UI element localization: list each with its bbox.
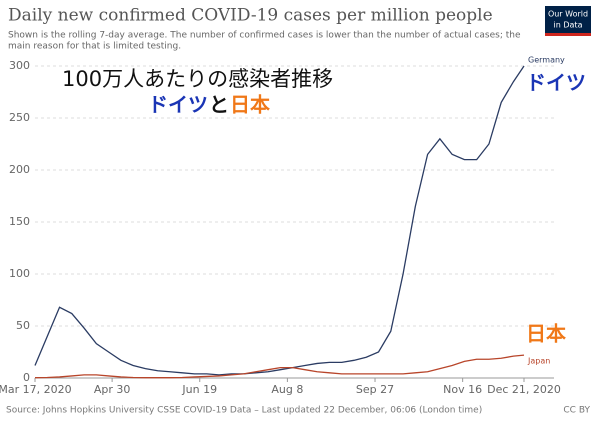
x-tick-label: Sep 27 (356, 383, 394, 396)
series-label: Germany (528, 56, 565, 65)
subtitle: Shown is the rolling 7-day average. The … (8, 31, 521, 41)
x-tick-label: Mar 17, 2020 (0, 383, 72, 396)
y-tick-label: 250 (9, 111, 30, 124)
annotation-subtitle: ドイツ (148, 93, 208, 117)
subtitle: main reason for that is limited testing. (8, 42, 181, 52)
series-label: Japan (527, 357, 550, 366)
annotation-title: 100万人あたりの感染者推移 (62, 67, 333, 91)
y-tick-label: 100 (9, 267, 30, 280)
x-tick-label: Nov 16 (443, 383, 482, 396)
y-tick-label: 0 (23, 371, 30, 384)
x-tick-label: Dec 21, 2020 (487, 383, 561, 396)
logo-box (545, 6, 591, 36)
x-tick-label: Jun 19 (181, 383, 217, 396)
license: CC BY (563, 406, 590, 416)
logo-bar (545, 33, 591, 36)
source: Source: Johns Hopkins University CSSE CO… (6, 406, 482, 416)
y-tick-label: 150 (9, 215, 30, 228)
x-tick-label: Aug 8 (271, 383, 303, 396)
y-tick-label: 50 (16, 319, 30, 332)
chart-title: Daily new confirmed COVID-19 cases per m… (8, 6, 493, 26)
logo-text: in Data (554, 21, 583, 30)
series-note: 日本 (526, 322, 566, 346)
series-line (34, 354, 525, 379)
y-tick-label: 200 (9, 163, 30, 176)
logo-text: Our World (548, 10, 588, 19)
series-note: ドイツ (526, 71, 586, 95)
y-tick-label: 300 (9, 59, 30, 72)
series-line (34, 65, 525, 376)
annotation-subtitle: と (209, 93, 229, 117)
annotation-subtitle: 日本 (230, 93, 270, 117)
x-tick-label: Apr 30 (94, 383, 131, 396)
